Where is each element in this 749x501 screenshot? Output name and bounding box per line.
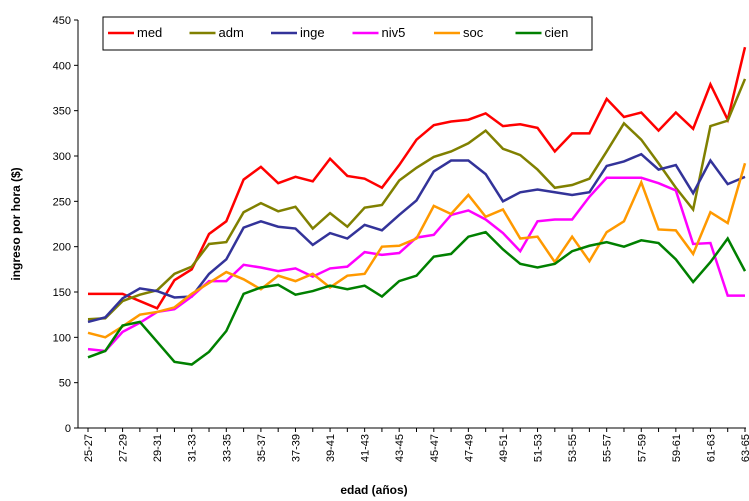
- y-tick-label: 250: [53, 196, 71, 208]
- x-tick-label: 25-27: [83, 434, 95, 462]
- y-tick-label: 200: [53, 242, 71, 254]
- series-line: [87, 162, 747, 339]
- legend-box: [102, 16, 593, 51]
- y-axis-title: ingreso por hora ($): [9, 167, 23, 280]
- y-tick-label: 0: [65, 423, 71, 435]
- y-tick-label: 400: [53, 60, 71, 72]
- series-line: [87, 176, 745, 353]
- y-tick-label: 450: [53, 15, 71, 27]
- x-tick-label: 59-61: [671, 434, 683, 462]
- x-tick-label: 29-31: [152, 434, 164, 462]
- x-tick-label: 43-45: [394, 434, 406, 462]
- legend-label: soc: [463, 25, 484, 40]
- x-tick-label: 55-57: [602, 434, 614, 462]
- x-tick-label: 39-41: [325, 434, 337, 462]
- y-tick-label: 300: [53, 151, 71, 163]
- x-tick-label: 41-43: [360, 434, 372, 462]
- series-line: [87, 230, 747, 366]
- x-tick-label: 33-35: [221, 434, 233, 462]
- legend-label: niv5: [382, 25, 406, 40]
- y-tick-label: 100: [53, 332, 71, 344]
- x-tick-label: 37-39: [290, 434, 302, 462]
- x-tick-label: 31-33: [187, 434, 199, 462]
- x-tick-label: 53-55: [567, 434, 579, 462]
- y-tick-label: 50: [59, 378, 71, 390]
- x-tick-label: 61-63: [705, 434, 717, 462]
- y-tick-label: 350: [53, 106, 71, 118]
- x-axis-title: edad (años): [340, 483, 407, 497]
- x-tick-label: 63-65: [740, 434, 749, 462]
- series-line: [87, 78, 747, 321]
- legend-label: inge: [300, 25, 325, 40]
- x-tick-label: 27-29: [118, 434, 130, 462]
- y-tick-label: 150: [53, 287, 71, 299]
- x-tick-label: 49-51: [498, 434, 510, 462]
- x-tick-label: 51-53: [533, 434, 545, 462]
- x-tick-label: 57-59: [636, 434, 648, 462]
- legend-label: med: [137, 25, 162, 40]
- x-tick-label: 47-49: [463, 434, 475, 462]
- legend-label: cien: [545, 25, 569, 40]
- legend-label: adm: [219, 25, 244, 40]
- x-tick-label: 45-47: [429, 434, 441, 462]
- x-tick-label: 35-37: [256, 434, 268, 462]
